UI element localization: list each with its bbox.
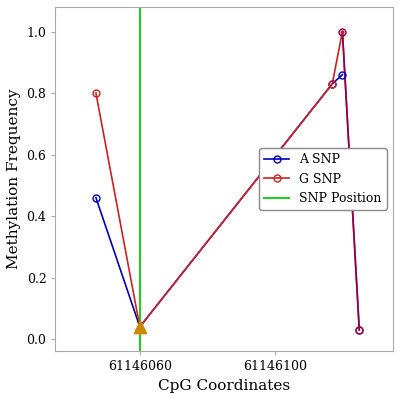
Legend: A SNP, G SNP, SNP Position: A SNP, G SNP, SNP Position [260, 148, 387, 210]
Y-axis label: Methylation Frequency: Methylation Frequency [7, 89, 21, 270]
X-axis label: CpG Coordinates: CpG Coordinates [158, 379, 290, 393]
